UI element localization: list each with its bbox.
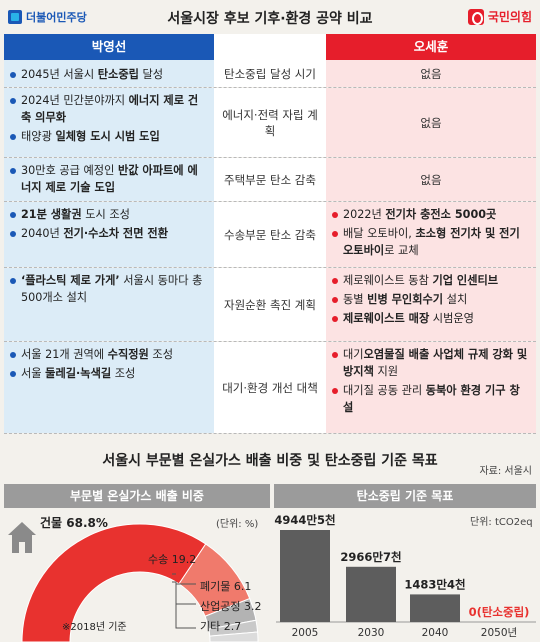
- page-title: 서울시장 후보 기후·환경 공약 비교: [167, 11, 373, 27]
- left-pledges: 30만호 공급 예정인 반값 아파트에 에너지 제로 기술 도입: [4, 158, 214, 201]
- category-label: 에너지·전력 자립 계획: [214, 88, 326, 157]
- category-label: 주택부문 탄소 감축: [214, 158, 326, 201]
- pie-slice: [209, 631, 259, 642]
- bar-value-label: 2966만7천: [340, 550, 401, 564]
- category-label: 자원순환 촉진 계획: [214, 268, 326, 341]
- left-bullet: 서울 21개 권역에 수직정원 조성: [10, 346, 208, 363]
- category-label: 수송부문 탄소 감축: [214, 202, 326, 267]
- bar-category-label: 2005: [292, 627, 319, 639]
- pie-slice: [21, 523, 207, 642]
- bar-value-label: 0(탄소중립): [469, 605, 530, 619]
- right-bullet: 동별 빈병 무인회수기 설치: [332, 291, 530, 308]
- pie-footnote: ※2018년 기준: [62, 622, 127, 633]
- bar-chart-title: 탄소중립 기준 목표: [274, 484, 536, 508]
- column-header-left: 박영선: [4, 34, 214, 60]
- left-bullet: 2040년 전기·수소차 전면 전환: [10, 225, 208, 242]
- bar-unit: 단위: tCO2eq: [470, 517, 533, 528]
- table-row: 30만호 공급 예정인 반값 아파트에 에너지 제로 기술 도입 주택부문 탄소 …: [4, 158, 536, 202]
- pie-chart-title: 부문별 온실가스 배출 비중: [4, 484, 270, 508]
- table-row: 21분 생활권 도시 조성 2040년 전기·수소차 전면 전환 수송부문 탄소 감…: [4, 202, 536, 268]
- table-row: 서울 21개 권역에 수직정원 조성 서울 둘레길·녹색길 조성 대기·환경 개선 …: [4, 342, 536, 434]
- source-note: 자료: 서울시: [479, 466, 532, 477]
- bar-category-label: 2030: [358, 627, 385, 639]
- right-logo-text: 국민의힘: [487, 10, 532, 24]
- ppp-logo: 국민의힘: [467, 8, 532, 25]
- category-label: 대기·환경 개선 대책: [214, 342, 326, 433]
- right-bullet: 배달 오토바이, 초소형 전기차 및 전기 오토바이로 교체: [332, 225, 530, 259]
- right-pledges: 없음: [326, 60, 536, 87]
- right-bullet: 제로웨이스트 동참 기업 인센티브: [332, 272, 530, 289]
- bar: [280, 530, 330, 622]
- left-pledges: ‘플라스틱 제로 가게’ 서울시 동마다 총 500개소 설치: [4, 268, 214, 341]
- right-bullet: 대기질 공동 관리 동북아 환경 기구 창설: [332, 382, 530, 416]
- party-mark-icon: [8, 10, 22, 24]
- left-bullet: 21분 생활권 도시 조성: [10, 206, 208, 223]
- header: 더불어민주당 서울시장 후보 기후·환경 공약 비교 국민의힘: [0, 0, 540, 34]
- left-bullet: 2024년 민간분야까지 에너지 제로 건축 의무화: [10, 92, 208, 126]
- table-row: 2045년 서울시 탄소중립 달성 탄소중립 달성 시기 없음: [4, 60, 536, 88]
- leader-lines: [172, 573, 196, 629]
- left-bullet: 서울 둘레길·녹색길 조성: [10, 365, 208, 382]
- category-label: 탄소중립 달성 시기: [214, 60, 326, 87]
- democratic-party-logo: 더불어민주당: [8, 8, 87, 26]
- bar-category-label: 2050년: [481, 627, 517, 639]
- left-bullet: 30만호 공급 예정인 반값 아파트에 에너지 제로 기술 도입: [10, 162, 208, 196]
- bottom-title: 서울시 부문별 온실가스 배출 비중 및 탄소중립 기준 목표: [102, 453, 438, 469]
- right-bullet: 제로웨이스트 매장 시범운영: [332, 310, 530, 327]
- left-bullet: 태양광 일체형 도시 시범 도입: [10, 128, 208, 145]
- left-logo-text: 더불어민주당: [26, 11, 87, 24]
- building-icon-door: [19, 542, 25, 553]
- party-mark-icon: [467, 8, 484, 25]
- right-pledges: 대기오염물질 배출 사업체 규제 강화 및 방지책 지원 대기질 공동 관리 동북…: [326, 342, 536, 433]
- column-header-right: 오세훈: [326, 34, 536, 60]
- pie-unit: (단위: %): [216, 519, 259, 530]
- bar-value-label: 4944만5천: [274, 513, 335, 527]
- pie-label: 건물 68.8%: [40, 516, 108, 530]
- bar: [346, 566, 396, 622]
- left-bullet: ‘플라스틱 제로 가게’ 서울시 동마다 총 500개소 설치: [10, 272, 208, 306]
- left-pledges: 21분 생활권 도시 조성 2040년 전기·수소차 전면 전환: [4, 202, 214, 267]
- table-row: ‘플라스틱 제로 가게’ 서울시 동마다 총 500개소 설치 자원순환 촉진 계…: [4, 268, 536, 342]
- left-bullet: 2045년 서울시 탄소중립 달성: [10, 66, 208, 83]
- bar-category-label: 2040: [422, 627, 449, 639]
- bar: [410, 594, 460, 622]
- right-bullet: 대기오염물질 배출 사업체 규제 강화 및 방지책 지원: [332, 346, 530, 380]
- column-header-mid: [214, 34, 326, 60]
- bar-value-label: 1483만4천: [404, 577, 465, 591]
- divider: [0, 442, 540, 448]
- right-pledges: 없음: [326, 88, 536, 157]
- right-pledges: 없음: [326, 158, 536, 201]
- building-icon: [8, 522, 36, 535]
- pie-label: 수송 19.2: [148, 553, 197, 566]
- right-bullet: 2022년 전기차 충전소 5000곳: [332, 206, 530, 223]
- pie-label: 기타 2.7: [200, 620, 242, 633]
- pie-label: 폐기물 6.1: [200, 580, 252, 593]
- pie-label: 산업공정 3.2: [200, 600, 262, 613]
- left-pledges: 2045년 서울시 탄소중립 달성: [4, 60, 214, 87]
